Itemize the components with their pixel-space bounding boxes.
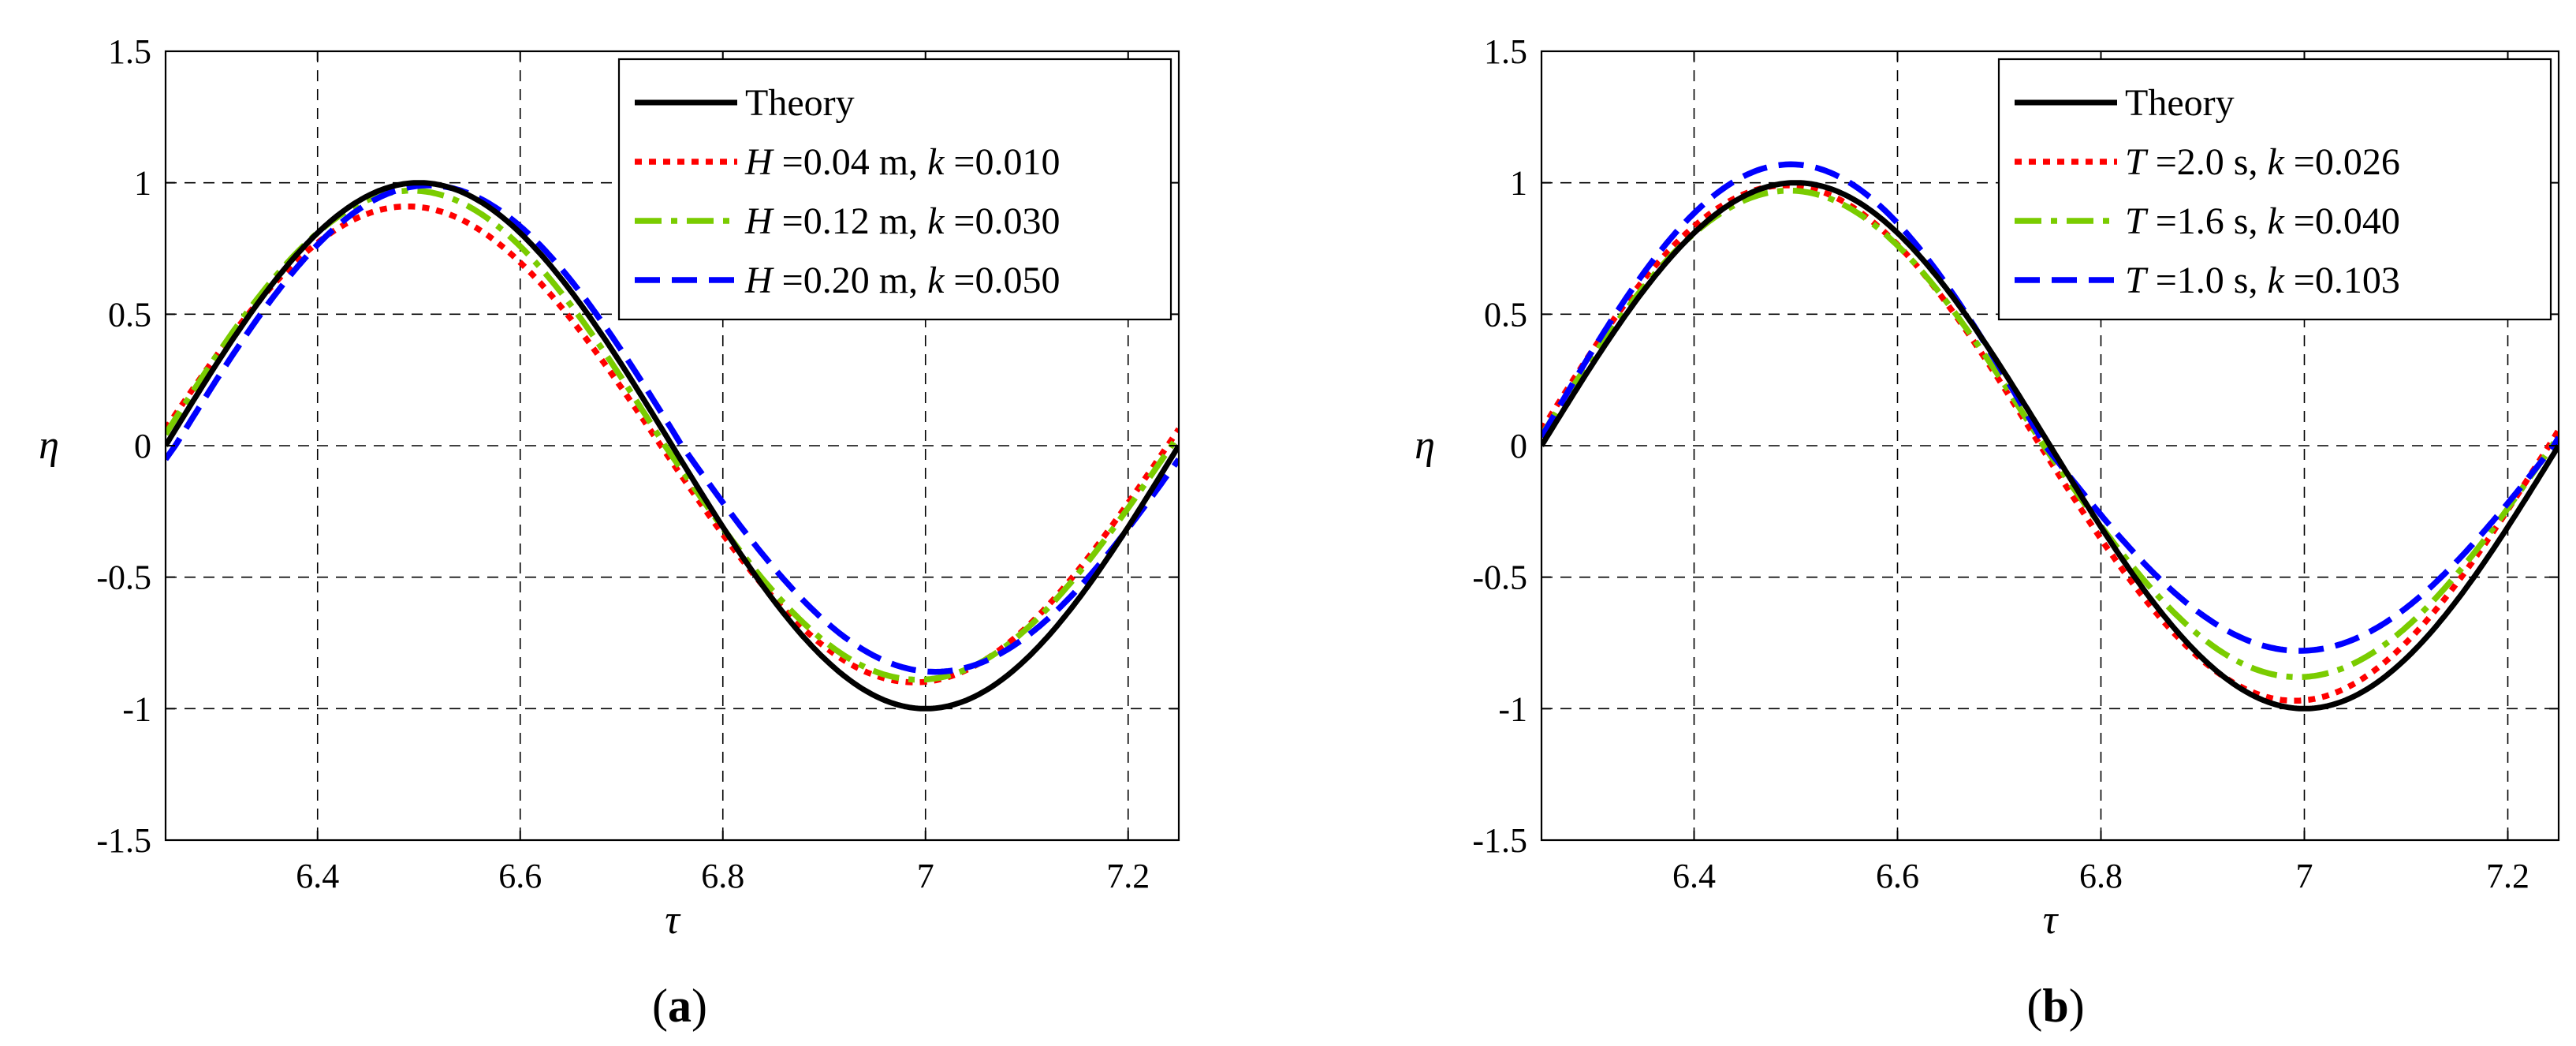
y-tick-label: 1.5 bbox=[108, 32, 151, 71]
x-tick-label: 6.8 bbox=[2079, 857, 2123, 895]
series-group bbox=[1541, 161, 2559, 712]
panel-label: (b) bbox=[2026, 980, 2084, 1032]
legend-label: T =2.0 s, k =0.026 bbox=[2125, 141, 2400, 183]
x-tick-label: 7 bbox=[917, 857, 934, 895]
y-tick-label: 0.5 bbox=[1484, 295, 1527, 334]
chart-panel-b: 6.4 6.6 6.8 7 7.2-1.5-1-0.500.511.5τηTheoryT… bbox=[1415, 32, 2560, 1032]
series-line-1 bbox=[166, 203, 1179, 686]
y-tick-label: -1 bbox=[122, 689, 151, 728]
y-tick-label: -1 bbox=[1498, 689, 1527, 728]
y-tick-label: 0.5 bbox=[108, 295, 151, 334]
legend-label: H =0.04 m, k =0.010 bbox=[744, 141, 1060, 183]
y-tick-label: 1.5 bbox=[1484, 32, 1527, 71]
legend-label: Theory bbox=[2125, 82, 2235, 124]
x-axis-label: τ bbox=[665, 898, 681, 943]
x-tick-label: 7.2 bbox=[2486, 857, 2529, 895]
legend-label: H =0.20 m, k =0.050 bbox=[744, 260, 1060, 301]
y-tick-label: 1 bbox=[134, 164, 151, 203]
y-axis-label: η bbox=[1415, 423, 1435, 468]
chart-panel-a: 6.4 6.6 6.8 7 7.2 -1.5 -1 -0.5 0 0.5 1 1.5 τ η Theory H… bbox=[39, 32, 1180, 1032]
x-tick-label: 6.6 bbox=[498, 857, 542, 895]
legend: Theory T =2.0 s, k =0.026 T =1.6 s, k =0.0… bbox=[1997, 58, 2552, 321]
series-line-1 bbox=[1541, 182, 2559, 704]
series-group bbox=[166, 180, 1179, 712]
legend-label: H =0.12 m, k =0.030 bbox=[744, 200, 1060, 242]
legend-label: T =1.0 s, k =0.103 bbox=[2125, 260, 2400, 301]
y-tick-label: -0.5 bbox=[1472, 558, 1527, 597]
y-tick-label: 1 bbox=[1510, 164, 1527, 203]
x-tick-label: 7 bbox=[2296, 857, 2313, 895]
x-tick-label: 6.4 bbox=[1672, 857, 1716, 895]
x-axis-label: τ bbox=[2043, 898, 2060, 943]
legend-label: Theory bbox=[745, 82, 855, 124]
x-tick-label: 6.6 bbox=[1876, 857, 1919, 895]
y-axis-label: η bbox=[39, 423, 59, 468]
x-tick-label: 6.8 bbox=[701, 857, 744, 895]
series-line-0 bbox=[1541, 180, 2559, 712]
x-tick-label: 7.2 bbox=[1106, 857, 1150, 895]
legend-label: T =1.6 s, k =0.040 bbox=[2125, 200, 2400, 242]
legend: Theory H =0.04 m, k =0.010 H =0.12 m, k =0… bbox=[617, 58, 1172, 321]
y-tick-label: -1.5 bbox=[1472, 821, 1527, 860]
x-tick-label: 6.4 bbox=[296, 857, 339, 895]
series-line-3 bbox=[1541, 161, 2559, 654]
y-tick-label: -1.5 bbox=[96, 821, 151, 860]
series-line-3 bbox=[166, 182, 1179, 675]
y-tick-label: 0 bbox=[134, 427, 151, 465]
y-tick-label: -0.5 bbox=[96, 558, 151, 597]
panel-label: (a) bbox=[652, 980, 707, 1032]
y-tick-label: 0 bbox=[1510, 427, 1527, 465]
series-line-0 bbox=[166, 180, 1179, 712]
